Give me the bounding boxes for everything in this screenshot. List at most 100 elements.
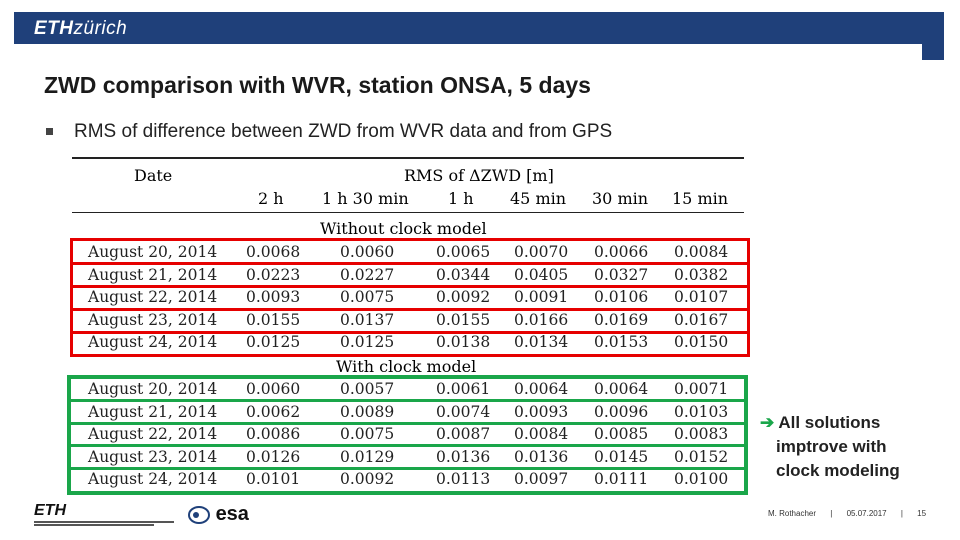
row-value: 0.0092: [340, 470, 395, 489]
red-row-divider: [70, 285, 750, 288]
row-date: August 23, 2014: [88, 310, 218, 329]
row-value: 0.0136: [436, 447, 491, 466]
row-value: 0.0097: [514, 470, 569, 489]
row-value: 0.0155: [246, 310, 301, 329]
row-date: August 21, 2014: [88, 402, 218, 421]
section-with-clock: With clock model: [336, 357, 477, 376]
header-notch: [14, 44, 922, 60]
row-date: August 20, 2014: [88, 243, 218, 261]
footer-separator: |: [900, 509, 903, 518]
row-value: 0.0060: [340, 243, 395, 261]
row-value: 0.0223: [246, 265, 301, 284]
row-value: 0.0126: [246, 447, 301, 466]
note-line-3: clock modeling: [776, 461, 900, 480]
row-value: 0.0113: [436, 470, 491, 489]
row-value: 0.0075: [340, 425, 395, 444]
row-value: 0.0093: [514, 402, 569, 421]
row-value: 0.0103: [674, 402, 729, 421]
row-value: 0.0093: [246, 288, 301, 307]
row-value: 0.0107: [674, 288, 729, 307]
slide-title: ZWD comparison with WVR, station ONSA, 5…: [44, 72, 591, 98]
row-date: August 21, 2014: [88, 265, 218, 284]
row-value: 0.0084: [514, 425, 569, 444]
note-line-1: All solutions: [778, 413, 881, 432]
row-value: 0.0405: [514, 265, 569, 284]
row-value: 0.0166: [514, 310, 569, 329]
row-value: 0.0134: [514, 333, 569, 352]
row-value: 0.0065: [436, 243, 491, 261]
note-line-2: imptrove with: [776, 437, 887, 456]
row-value: 0.0062: [246, 402, 301, 421]
row-date: August 23, 2014: [88, 447, 218, 466]
eth-footer-wordmark: ETH: [34, 502, 66, 519]
row-value: 0.0125: [246, 333, 301, 352]
row-value: 0.0150: [674, 333, 729, 352]
row-value: 0.0327: [594, 265, 649, 284]
esa-wordmark: esa: [215, 503, 249, 525]
red-highlight-box: [70, 238, 750, 357]
row-value: 0.0064: [594, 380, 649, 398]
row-value: 0.0074: [436, 402, 491, 421]
eth-footer-line: [34, 521, 174, 523]
row-value: 0.0111: [594, 470, 649, 489]
row-value: 0.0129: [340, 447, 395, 466]
footer-date: 05.07.2017: [846, 509, 887, 518]
row-date: August 22, 2014: [88, 288, 218, 307]
row-value: 0.0089: [340, 402, 395, 421]
row-value: 0.0096: [594, 402, 649, 421]
col-header: 1 h: [448, 189, 474, 208]
red-row-divider: [70, 331, 750, 334]
col-header: 1 h 30 min: [322, 189, 409, 208]
col-header: 30 min: [592, 189, 649, 208]
green-highlight-box: [67, 375, 748, 495]
row-value: 0.0092: [436, 288, 491, 307]
row-value: 0.0169: [594, 310, 649, 329]
row-value: 0.0100: [674, 470, 729, 489]
eth-footer-logo: ETH: [34, 502, 174, 530]
row-value: 0.0071: [674, 380, 729, 398]
row-value: 0.0344: [436, 265, 491, 284]
row-value: 0.0138: [436, 333, 491, 352]
table-header-rule: [72, 212, 744, 213]
row-date: August 24, 2014: [88, 333, 218, 352]
row-value: 0.0070: [514, 243, 569, 261]
row-value: 0.0084: [674, 243, 729, 261]
table-top-rule: [72, 157, 744, 159]
bullet-text: RMS of difference between ZWD from WVR d…: [74, 121, 613, 142]
row-value: 0.0064: [514, 380, 569, 398]
col-header: 2 h: [258, 189, 284, 208]
green-row-divider: [67, 444, 748, 447]
esa-emblem-icon: [188, 505, 210, 524]
row-value: 0.0086: [246, 425, 301, 444]
row-value: 0.0068: [246, 243, 301, 261]
row-value: 0.0087: [436, 425, 491, 444]
row-value: 0.0227: [340, 265, 395, 284]
row-value: 0.0153: [594, 333, 649, 352]
col-header: 15 min: [672, 189, 729, 208]
footer-separator: |: [830, 509, 833, 518]
red-row-divider: [70, 308, 750, 311]
note-box: ➔ All solutions imptrove with clock mode…: [760, 411, 900, 483]
row-value: 0.0145: [594, 447, 649, 466]
footer-author: M. Rothacher: [768, 509, 817, 518]
row-value: 0.0382: [674, 265, 729, 284]
row-value: 0.0167: [674, 310, 729, 329]
green-row-divider: [67, 467, 748, 470]
row-value: 0.0060: [246, 380, 301, 398]
row-value: 0.0125: [340, 333, 395, 352]
arrow-right-icon: ➔: [760, 413, 775, 432]
row-value: 0.0066: [594, 243, 649, 261]
row-value: 0.0136: [514, 447, 569, 466]
header-date: Date: [134, 166, 173, 185]
header-rms: RMS of ΔZWD [m]: [404, 166, 554, 185]
row-value: 0.0085: [594, 425, 649, 444]
footer-page: 15: [917, 509, 927, 518]
row-value: 0.0152: [674, 447, 729, 466]
section-without-clock: Without clock model: [320, 219, 487, 238]
row-value: 0.0137: [340, 310, 395, 329]
row-value: 0.0101: [246, 470, 301, 489]
row-date: August 24, 2014: [88, 470, 218, 489]
green-row-divider: [67, 399, 748, 402]
row-value: 0.0091: [514, 288, 569, 307]
eth-logo: ETHzürich: [34, 18, 128, 39]
